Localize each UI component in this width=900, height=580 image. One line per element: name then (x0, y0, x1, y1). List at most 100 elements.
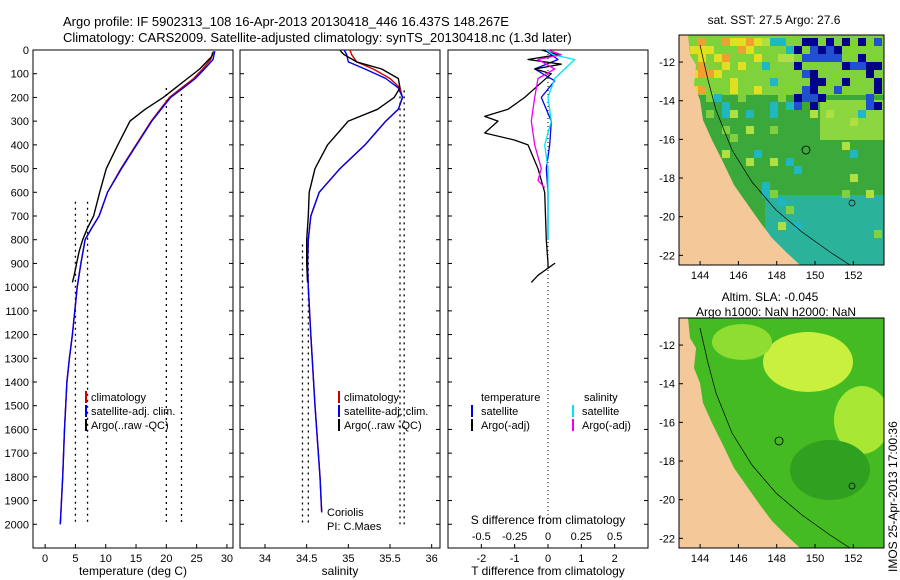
sst-pixel (858, 54, 866, 62)
sst-pixel (866, 102, 874, 110)
sst-pixel (754, 86, 762, 94)
depth-tick-label: 1300 (5, 353, 29, 365)
sla-map-title-line2: Argo h1000: NaN h2000: NaN (696, 305, 856, 319)
sst-pixel (778, 62, 786, 70)
sst-pixel (826, 110, 834, 118)
difference-series (484, 49, 576, 283)
sla-high-northwest (712, 324, 772, 360)
latitude-tick-label: -18 (659, 456, 675, 468)
depth-tick-label: 200 (11, 92, 29, 104)
sst-map-frame (678, 34, 885, 266)
depth-tick-label: 400 (11, 140, 29, 152)
sst-pixel (778, 94, 786, 102)
sst-pixel (762, 62, 770, 70)
sst-pixel (770, 110, 778, 118)
sst-pixel (778, 86, 786, 94)
difference-line-s-satellite (544, 49, 576, 240)
latitude-tick-label: -12 (659, 57, 675, 69)
legend-satellite-swatch (85, 405, 87, 417)
legend-temperature-title: temperature (481, 392, 540, 404)
argo-position-marker (801, 145, 811, 155)
latitude-tick-label: -22 (659, 250, 675, 262)
sst-pixel (866, 94, 874, 102)
sst-pixel (706, 94, 714, 102)
temperature-legend: climatology satellite-adj. clim. Argo(..… (85, 391, 175, 432)
figure-title-line1: Argo profile: IF 5902313_108 16-Apr-2013… (63, 14, 509, 29)
salinity-tick-label: 35 (342, 553, 354, 565)
temperature-tick-label: 10 (100, 553, 112, 565)
sst-pixel (778, 198, 786, 206)
salinity-difference-tick-label: 0.5 (607, 531, 622, 543)
sst-pixel (698, 62, 706, 70)
sst-pixel (858, 110, 866, 118)
longitude-tick-label: 150 (806, 270, 824, 282)
difference-tick-label: 2 (612, 553, 618, 565)
longitude-tick-label: 152 (844, 553, 862, 565)
sst-pixel (874, 62, 882, 70)
sst-pixel (746, 46, 754, 54)
sst-pixel (722, 62, 730, 70)
longitude-tick-label: 144 (691, 553, 709, 565)
sst-pixel (826, 38, 834, 46)
salinity-legend: climatology satellite-adj. clim. Argo(..… (338, 391, 428, 432)
sst-pixel (810, 110, 818, 118)
sst-pixel (770, 190, 778, 198)
legend-satellite-swatch (338, 405, 340, 417)
depth-tick-label: 1200 (5, 330, 29, 342)
sst-pixel (746, 110, 754, 118)
sst-pixel (778, 38, 786, 46)
temperature-tick-label: 15 (130, 553, 142, 565)
sst-pixel (866, 70, 874, 78)
sst-pixel (810, 46, 818, 54)
sst-pixel (722, 54, 730, 62)
sst-pixel (706, 70, 714, 78)
salinity-series (306, 49, 404, 513)
salinity-x-axis: 34 34.5 35 35.5 36 (259, 544, 438, 565)
sst-pixel (746, 126, 754, 134)
depth-tick-label: 2000 (5, 519, 29, 531)
difference-line-s-argo-adj (530, 49, 562, 188)
sla-map-title-line1: Altim. SLA: -0.045 (722, 290, 819, 304)
sst-pixel (722, 38, 730, 46)
sst-pixel (834, 86, 842, 94)
difference-xlabel-top: S difference from climatology (471, 513, 626, 527)
salinity-line-satellite-adj-clim- (306, 49, 404, 513)
sst-pixel (842, 142, 850, 150)
sst-pixel (714, 94, 722, 102)
sst-pixel (730, 110, 738, 118)
sst-pixel (770, 158, 778, 166)
difference-xlabel-bottom: T difference from climatology (471, 564, 625, 578)
sst-pixel (794, 166, 802, 174)
sst-pixel (794, 62, 802, 70)
sst-pixel (786, 54, 794, 62)
depth-tick-label: 1100 (5, 306, 29, 318)
longitude-tick-label: 144 (691, 270, 709, 282)
sst-pixel (730, 38, 738, 46)
depth-axis: 0 100 200 300 400 500 600 700 800 900 1000 1100 1200… (5, 45, 233, 531)
sst-pixel (802, 70, 810, 78)
difference-tick-label: -2 (476, 553, 486, 565)
sst-pixel (698, 54, 706, 62)
salinity-line-argo (306, 49, 401, 283)
temperature-x-axis: 0 5 10 15 20 25 30 (42, 544, 233, 565)
sst-pixel (754, 38, 762, 46)
sst-pixel (826, 46, 834, 54)
sst-pixel (794, 94, 802, 102)
longitude-tick-label: 148 (768, 270, 786, 282)
sst-pixel (858, 38, 866, 46)
sst-pixel (730, 134, 738, 142)
sst-map: sat. SST: 27.5 Argo: 27.6 144 146 148 150 15… (659, 13, 885, 282)
legend-argo-swatch (338, 419, 340, 431)
legend-s-argo-swatch (572, 419, 574, 431)
sst-pixel (874, 230, 882, 238)
legend-climatology-label: climatology (91, 392, 147, 404)
temperature-reference-lines (74, 87, 183, 525)
sst-pixel (714, 54, 722, 62)
sst-pixel (778, 222, 786, 230)
salinity-panel: 34 34.5 35 35.5 36 salinity climatology sate… (239, 49, 441, 578)
sst-pixel (762, 182, 770, 190)
latitude-tick-label: -20 (659, 212, 675, 224)
difference-panel: -2 -1 0 1 2 T difference from climatology S … (447, 49, 649, 578)
legend-satellite-label: satellite-adj. clim. (91, 406, 175, 418)
